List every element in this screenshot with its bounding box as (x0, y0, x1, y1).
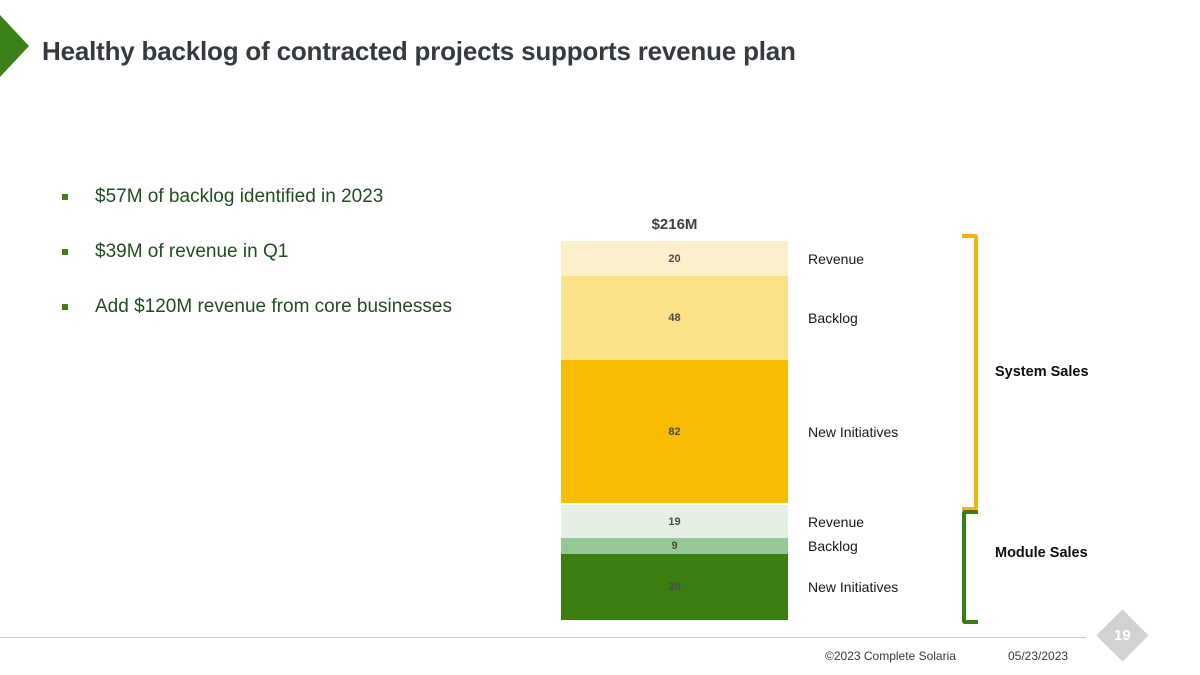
segment-value: 48 (668, 312, 681, 324)
bar-segment-system-sales-revenue: 20 (561, 241, 788, 276)
segment-value: 20 (668, 252, 681, 265)
title-arrow-icon (0, 15, 29, 77)
footer-date: 05/23/2023 (1008, 649, 1069, 663)
bracket-system-sales (962, 234, 978, 511)
bar-segment-module-sales-backlog: 9 (561, 538, 788, 554)
group-label-module-sales: Module Sales (995, 545, 1088, 561)
bullet-item: Add $120M revenue from core businesses (62, 296, 452, 351)
segment-label-system-sales-new-initiatives: New Initiatives (808, 424, 899, 440)
bullet-text: Add $120M revenue from core businesses (95, 296, 452, 317)
bullet-square-icon (62, 249, 68, 255)
bullet-text: $57M of backlog identified in 2023 (95, 186, 384, 207)
footer-copyright: ©2023 Complete Solaria (825, 649, 956, 663)
bar-segment-module-sales-revenue: 19 (561, 505, 788, 538)
bar-segment-system-sales-new-initiatives: 82 (561, 360, 788, 503)
segment-label-system-sales-revenue: Revenue (808, 251, 865, 267)
segment-label-module-sales-revenue: Revenue (808, 514, 865, 530)
slide-title: Healthy backlog of contracted projects s… (42, 36, 796, 66)
chart-total-label: $216M (651, 216, 698, 233)
bracket-module-sales (962, 510, 978, 624)
page-number-badge: 19 (1096, 609, 1149, 662)
page-number: 19 (1114, 627, 1131, 644)
segment-label-system-sales-backlog: Backlog (808, 310, 858, 326)
segment-value: 82 (668, 425, 681, 438)
bullet-square-icon (62, 194, 68, 200)
segment-label-module-sales-new-initiatives: New Initiatives (808, 579, 899, 595)
segment-value: 38 (668, 581, 681, 593)
bullet-text: $39M of revenue in Q1 (95, 241, 289, 262)
footer-divider (0, 637, 1086, 638)
bullet-item: $57M of backlog identified in 2023 (62, 186, 452, 241)
bar-segment-module-sales-new-initiatives: 38 (561, 554, 788, 620)
segment-label-module-sales-backlog: Backlog (808, 538, 858, 554)
bullet-item: $39M of revenue in Q1 (62, 241, 452, 296)
group-label-system-sales: System Sales (995, 364, 1089, 380)
bar-segment-system-sales-backlog: 48 (561, 276, 788, 360)
segment-value: 19 (668, 515, 681, 528)
bullet-list: $57M of backlog identified in 2023 $39M … (62, 186, 452, 351)
segment-value: 9 (671, 540, 678, 552)
bullet-square-icon (62, 304, 68, 310)
